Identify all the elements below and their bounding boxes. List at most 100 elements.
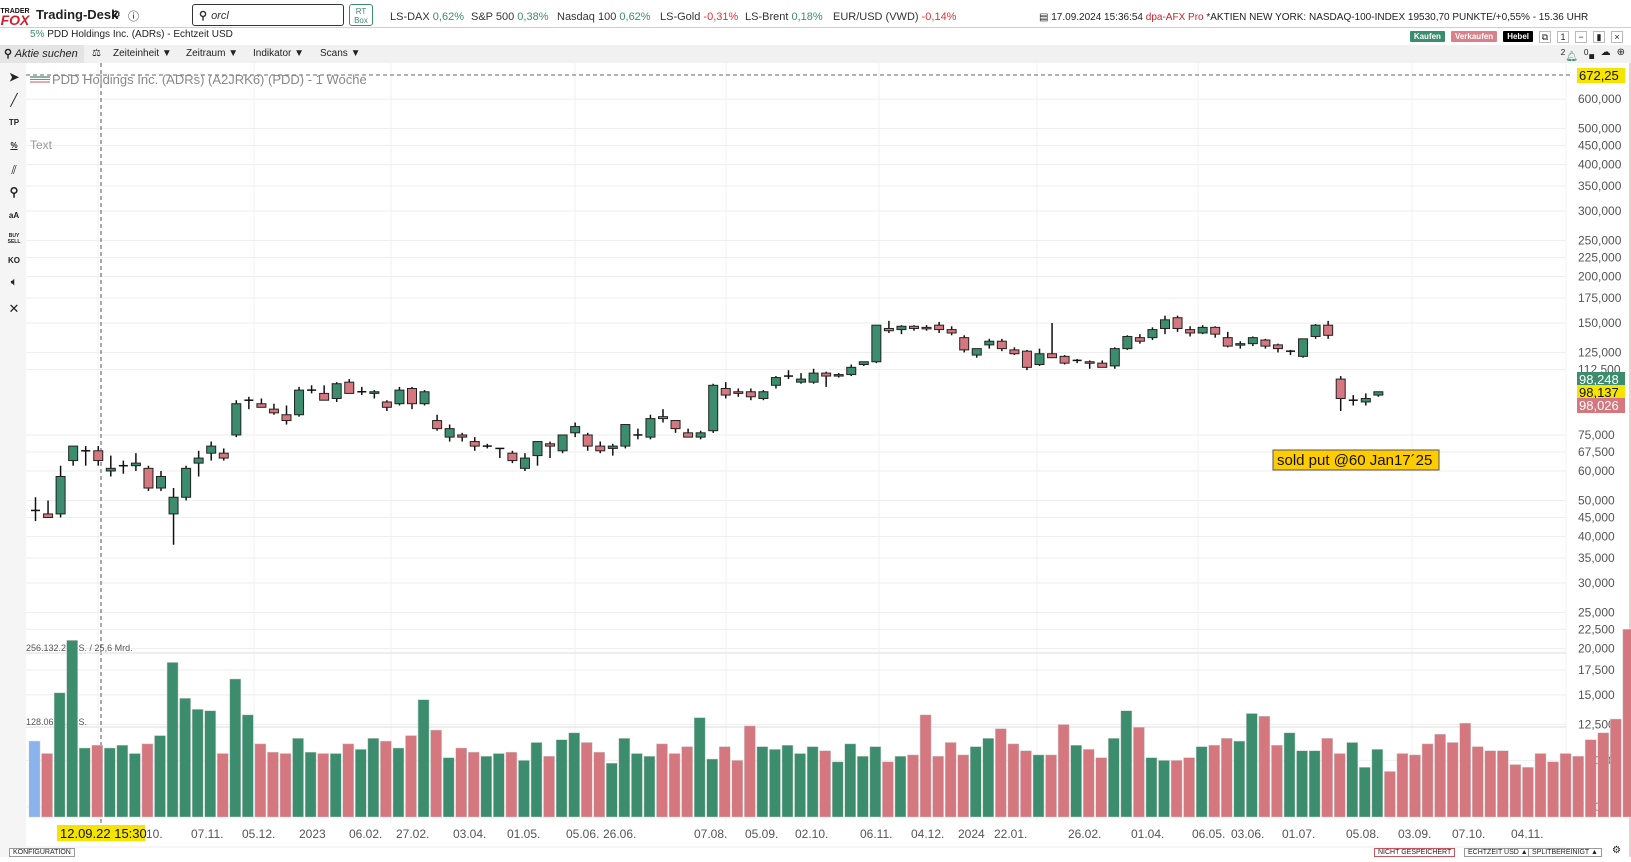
delete-drawings-icon[interactable]: ✕ [8, 301, 20, 316]
candle[interactable] [105, 455, 116, 477]
search-input[interactable]: ⚲ orcl [192, 4, 344, 26]
text-size-tool[interactable]: aA [8, 211, 20, 220]
ticker-item[interactable]: LS-Brent 0,18% [745, 11, 823, 23]
candle[interactable] [68, 445, 79, 466]
candle[interactable] [871, 324, 882, 364]
candle[interactable] [218, 448, 229, 461]
cursor-tool-icon[interactable]: ➤ [8, 70, 20, 84]
candle[interactable] [206, 441, 217, 461]
candle[interactable] [1185, 326, 1196, 337]
candle[interactable] [231, 400, 242, 438]
ticker-item[interactable]: LS-Gold -0,31% [660, 11, 738, 23]
candle[interactable] [846, 364, 857, 377]
candle[interactable] [946, 326, 957, 336]
rt-box-button[interactable]: RT Box [349, 4, 373, 26]
candle[interactable] [331, 382, 342, 402]
add-icon[interactable]: ⊕ [1616, 47, 1625, 58]
candle[interactable] [193, 450, 204, 477]
leverage-button[interactable]: Hebel [1503, 31, 1533, 42]
candle[interactable] [670, 420, 681, 433]
candle[interactable] [156, 471, 166, 492]
candle[interactable] [582, 432, 593, 451]
candle[interactable] [720, 382, 731, 399]
candle[interactable] [81, 446, 91, 466]
candle[interactable] [369, 390, 380, 399]
candle[interactable] [607, 443, 618, 456]
trash-icon[interactable]: ▮ [1593, 30, 1605, 43]
candle[interactable] [1335, 376, 1346, 411]
parallel-lines-icon[interactable]: ⫽ [11, 163, 17, 177]
window-number-button[interactable]: 1 [1557, 30, 1569, 43]
info-icon[interactable]: ⓘ [128, 11, 139, 23]
stock-search-button[interactable]: ⚲ Aktie suchen [0, 45, 84, 63]
candle[interactable] [344, 379, 355, 394]
candle[interactable] [934, 321, 945, 333]
sell-button[interactable]: Verkaufen [1450, 31, 1498, 42]
split-adjusted-button[interactable]: SPLITBEREINIGT ▲ [1528, 848, 1602, 857]
candle[interactable] [1084, 360, 1095, 369]
zoom-icon[interactable]: ⚲ [9, 185, 19, 199]
candle[interactable] [532, 441, 543, 466]
scale-icon[interactable]: ⚖ [92, 48, 101, 59]
ticker-item[interactable]: S&P 500 0,38% [471, 11, 548, 23]
candle[interactable] [256, 398, 267, 408]
target-price-tool[interactable]: TP [8, 118, 20, 127]
candle[interactable] [444, 424, 455, 442]
candle[interactable] [570, 422, 581, 438]
price-chart[interactable]: 600,000 500,000 450,000 400,000 350,000 300,0… [26, 63, 1631, 857]
candle[interactable] [130, 453, 141, 471]
candle[interactable] [168, 488, 179, 545]
candle[interactable] [1310, 324, 1321, 339]
candle[interactable] [1172, 315, 1183, 332]
candle[interactable] [1298, 338, 1309, 358]
candle[interactable] [1360, 393, 1371, 406]
candle[interactable] [307, 385, 317, 394]
candle[interactable] [545, 441, 556, 459]
candle[interactable] [1109, 347, 1120, 369]
candle[interactable] [733, 388, 744, 397]
knockout-tool[interactable]: KO [8, 256, 20, 265]
candle[interactable] [1210, 326, 1221, 338]
candle[interactable] [745, 388, 756, 401]
candle[interactable] [457, 432, 468, 442]
buy-sell-tool[interactable]: BUY SELL [7, 233, 21, 245]
candle[interactable] [118, 460, 128, 474]
configuration-button[interactable]: KONFIGURATION [9, 848, 75, 857]
candle[interactable] [645, 414, 656, 440]
realtime-currency-button[interactable]: ECHTZEIT USD ▲ [1464, 848, 1532, 857]
candle[interactable] [507, 450, 518, 464]
candle[interactable] [1197, 325, 1208, 335]
candle[interactable] [1072, 359, 1082, 364]
candle[interactable] [557, 434, 568, 454]
candle[interactable] [858, 361, 869, 366]
candle[interactable] [93, 446, 104, 466]
line-tool-icon[interactable]: ╱ [10, 93, 18, 107]
candle[interactable] [469, 437, 480, 451]
candle[interactable] [1059, 355, 1070, 365]
menu-period[interactable]: Zeitraum ▼ [186, 48, 239, 59]
candle[interactable] [896, 325, 907, 335]
ticker-item[interactable]: EUR/USD (VWD) -0,14% [833, 11, 956, 23]
ticker-item[interactable]: Nasdaq 100 0,62% [557, 11, 651, 23]
candle[interactable] [1260, 338, 1271, 349]
gear-icon[interactable]: ⚙ [111, 9, 121, 21]
candle[interactable] [281, 405, 292, 425]
candle[interactable] [1348, 395, 1358, 406]
candle[interactable] [1323, 320, 1334, 339]
candle[interactable] [909, 325, 919, 331]
sound-icon[interactable]: 🔈︎ [11, 277, 17, 288]
candle[interactable] [821, 371, 832, 387]
menu-indicator[interactable]: Indikator ▼ [253, 48, 305, 59]
not-saved-badge[interactable]: NICHT GESPEICHERT [1374, 848, 1456, 857]
candle[interactable] [833, 373, 844, 378]
candle[interactable] [1272, 343, 1283, 353]
candle[interactable] [1009, 347, 1020, 356]
candle[interactable] [984, 338, 995, 349]
chart-svg[interactable]: 600,000 500,000 450,000 400,000 350,000 300,0… [26, 63, 1631, 857]
candle[interactable] [381, 400, 392, 411]
news-ticker[interactable]: ▤ 17.09.2024 15:36:54 dpa-AFX Pro *AKTIE… [1039, 12, 1589, 23]
candle[interactable] [294, 386, 305, 417]
candle[interactable] [357, 386, 367, 396]
candle[interactable] [407, 386, 417, 410]
candle[interactable] [1047, 323, 1058, 359]
